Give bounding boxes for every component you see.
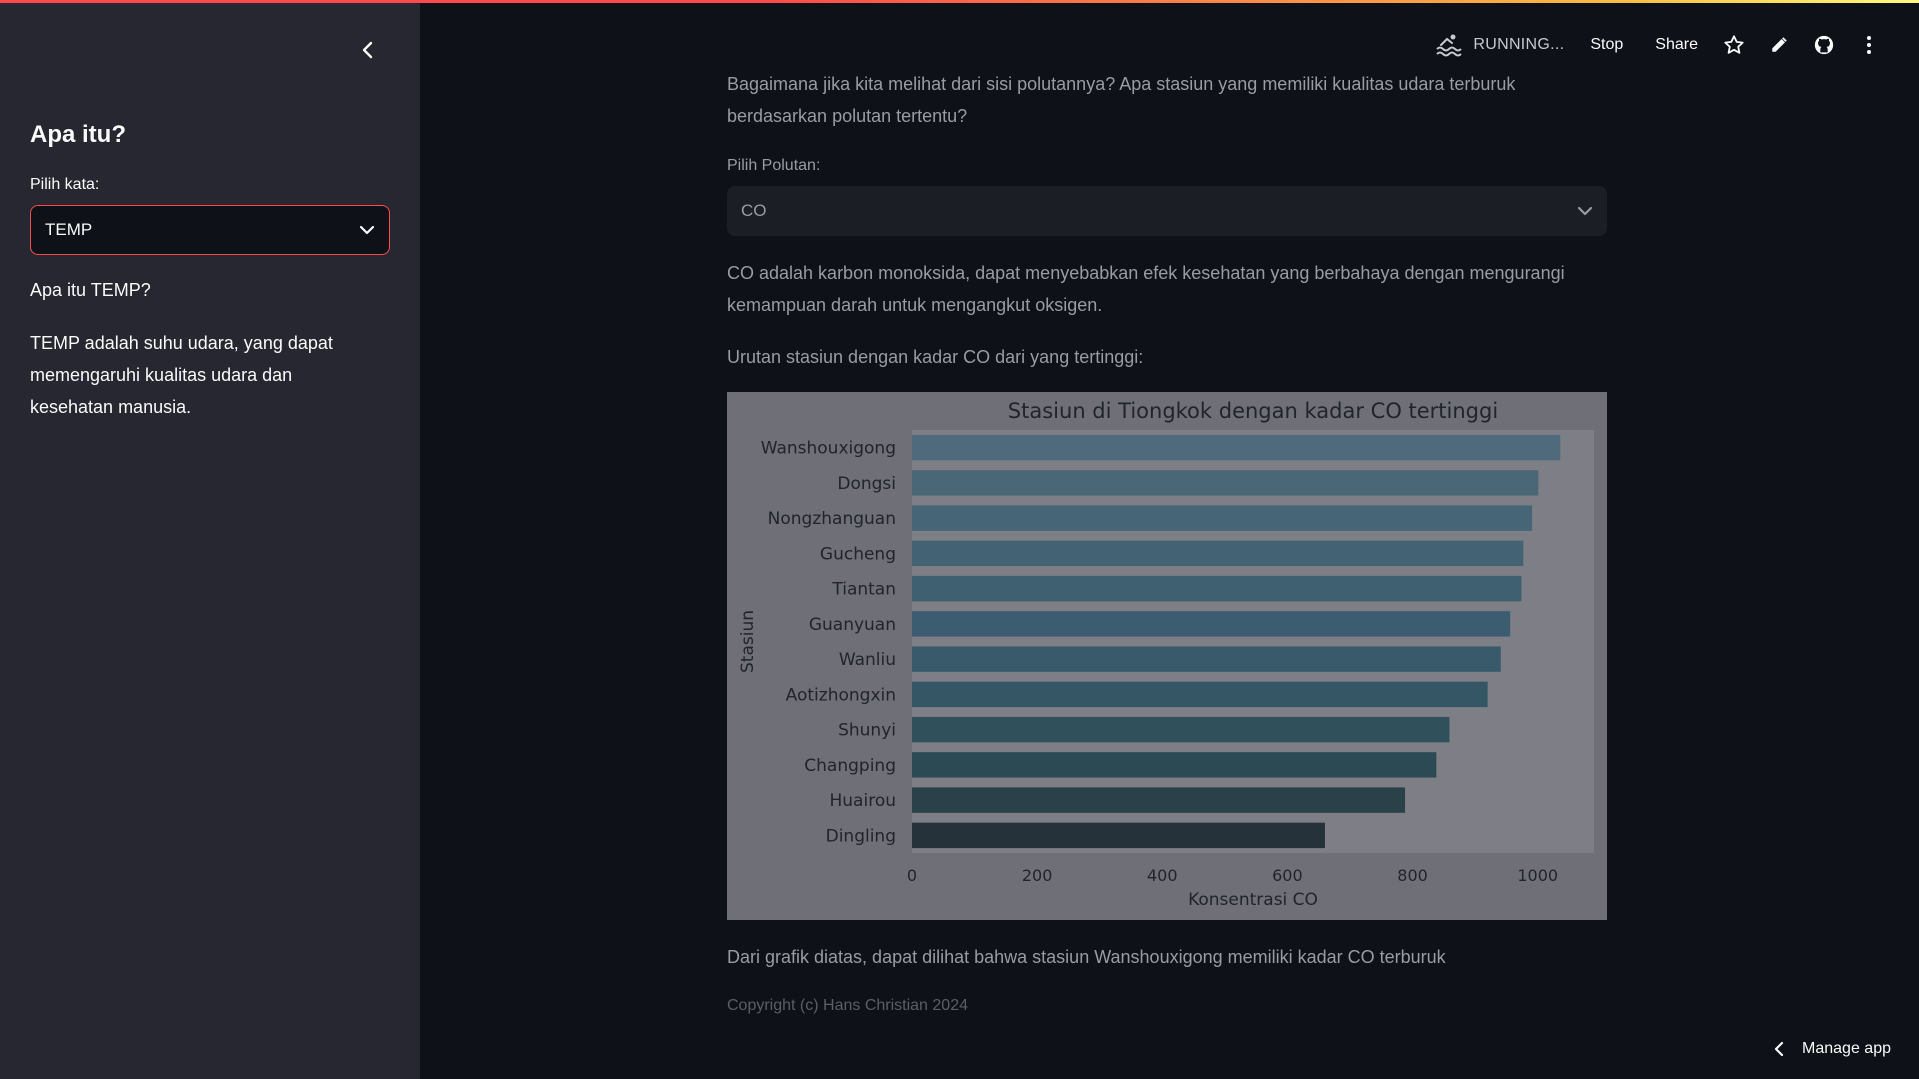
- chart-category-label: Aotizhongxin: [786, 685, 896, 705]
- chevron-down-icon: [359, 225, 375, 235]
- sidebar: Apa itu? Pilih kata: TEMP Apa itu TEMP? …: [0, 0, 420, 1079]
- pencil-icon: [1772, 37, 1787, 52]
- chart-bar: [912, 611, 1511, 637]
- chart-category-label: Guanyuan: [809, 615, 896, 635]
- chevron-left-icon: [1774, 1041, 1784, 1057]
- chart-category-label: Nongzhanguan: [768, 509, 896, 529]
- chart-bar: [912, 646, 1501, 672]
- chart-x-tick-label: 1000: [1517, 866, 1558, 885]
- collapse-sidebar-button[interactable]: [354, 36, 382, 64]
- chart-bar: [912, 470, 1539, 496]
- co-bar-chart: Wanshouxigong Dongsi Nongzhanguan Gucheng Ti…: [727, 392, 1607, 920]
- pollutant-select-label: Pilih Polutan:: [727, 157, 821, 174]
- chart-bar: [912, 752, 1437, 778]
- edit-button[interactable]: [1767, 33, 1791, 57]
- chart-svg: Wanshouxigong Dongsi Nongzhanguan Gucheng Ti…: [738, 399, 1594, 910]
- top-decoration-bar: [0, 0, 1919, 3]
- chart-x-tick-label: 0: [907, 866, 917, 885]
- star-icon: [1724, 35, 1744, 54]
- stop-button[interactable]: Stop: [1590, 36, 1624, 53]
- chart-title: Stasiun di Tiongkok dengan kadar CO tert…: [1008, 399, 1498, 423]
- more-vertical-icon: [1867, 36, 1871, 54]
- manage-app-label: Manage app: [1802, 1040, 1891, 1057]
- pollutant-select-value: CO: [741, 201, 767, 220]
- chart-bar: [912, 540, 1524, 567]
- share-button[interactable]: Share: [1655, 36, 1698, 53]
- chart-plot-area: [912, 430, 1594, 853]
- running-text: RUNNING...: [1473, 36, 1565, 53]
- chart-category-label: Dingling: [826, 826, 896, 846]
- chart-category-label: Changping: [804, 756, 896, 776]
- chart-category-label: Tiantan: [831, 580, 896, 600]
- chevron-left-icon: [362, 41, 373, 59]
- term-question: Apa itu TEMP?: [30, 280, 151, 300]
- chart-bar: [912, 575, 1522, 602]
- chart-category-label: Wanshouxigong: [761, 439, 896, 459]
- chart-bar: [912, 505, 1533, 531]
- favorite-button[interactable]: [1722, 33, 1746, 57]
- chart-category-label: Huairou: [830, 791, 897, 811]
- chart-x-tick-label: 600: [1272, 866, 1303, 885]
- sidebar-title: Apa itu?: [30, 121, 126, 148]
- pollutant-select[interactable]: CO: [727, 186, 1607, 236]
- main-menu-button[interactable]: [1857, 33, 1881, 57]
- chart-bar: [912, 716, 1450, 743]
- chart-category-label: Dongsi: [837, 474, 896, 494]
- chart-x-tick-label: 800: [1397, 866, 1428, 885]
- chart-y-axis-label: Stasiun: [738, 610, 758, 673]
- chart-bar: [912, 787, 1406, 813]
- word-select-value: TEMP: [45, 220, 93, 239]
- chart-bar: [912, 681, 1488, 708]
- chart-x-tick-label: 400: [1147, 866, 1178, 885]
- chart-x-tick-label: 200: [1022, 866, 1053, 885]
- running-status: RUNNING...: [1435, 33, 1564, 57]
- pollutant-description: CO adalah karbon monoksida, dapat menyeb…: [727, 263, 1565, 315]
- word-select[interactable]: TEMP: [30, 205, 390, 255]
- chart-x-axis-label: Konsentrasi CO: [1188, 890, 1318, 910]
- copyright-text: Copyright (c) Hans Christian 2024: [727, 997, 968, 1014]
- chart-category-label: Gucheng: [820, 544, 896, 564]
- app-header: RUNNING... Stop Share: [1435, 24, 1919, 66]
- chart-category-label: Shunyi: [838, 721, 896, 741]
- chart-category-label: Wanliu: [839, 650, 896, 670]
- intro-paragraph: Bagaimana jika kita melihat dari sisi po…: [727, 74, 1516, 126]
- ranking-caption: Urutan stasiun dengan kadar CO dari yang…: [727, 347, 1144, 367]
- github-button[interactable]: [1812, 33, 1836, 57]
- term-description: TEMP adalah suhu udara, yang dapat memen…: [30, 333, 333, 417]
- chart-bar: [912, 434, 1561, 461]
- chart-bar: [912, 822, 1325, 849]
- conclusion-paragraph: Dari grafik diatas, dapat dilihat bahwa …: [727, 947, 1446, 967]
- github-icon: [1814, 35, 1834, 55]
- chevron-down-icon: [1577, 206, 1593, 216]
- manage-app-button[interactable]: Manage app: [1774, 1040, 1891, 1058]
- word-select-label: Pilih kata:: [30, 176, 100, 193]
- swimmer-icon: [1436, 34, 1463, 57]
